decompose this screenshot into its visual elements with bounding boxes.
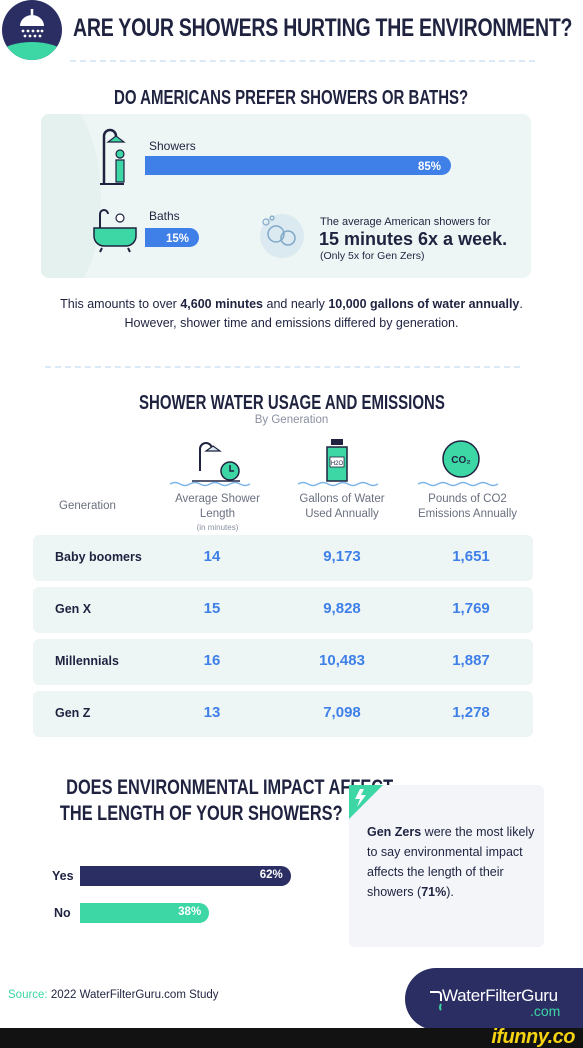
shower-length-column-header: Average Shower Length (in minutes) bbox=[175, 493, 260, 532]
length-cell: 16 bbox=[203, 652, 221, 669]
stat-note: (Only 5x for Gen Zers) bbox=[320, 250, 425, 262]
length-cell: 15 bbox=[203, 600, 221, 617]
bar-baths bbox=[145, 228, 199, 247]
section3-title: DOES ENVIRONMENTAL IMPACT AFFECT THE LEN… bbox=[59, 776, 394, 825]
summary-paragraph: This amounts to over 4,600 minutes and n… bbox=[60, 297, 523, 330]
length-cell: 14 bbox=[203, 548, 221, 565]
soap-bubbles-icon bbox=[260, 214, 304, 258]
bar-yes: 62% bbox=[80, 866, 291, 886]
co2-cloud-icon: CO₂ bbox=[442, 440, 480, 478]
section2-subtitle: By Generation bbox=[254, 414, 329, 426]
divider bbox=[45, 366, 520, 368]
bar-no: 38% bbox=[80, 903, 210, 923]
bar-category-label: Yes bbox=[52, 869, 74, 883]
shower-person-icon bbox=[100, 128, 126, 185]
brand-badge bbox=[405, 968, 583, 1030]
brand-domain: .com bbox=[530, 1003, 561, 1019]
generation-cell: Millennials bbox=[55, 654, 119, 668]
showers-vs-baths-chart: 85% Showers 15% Baths bbox=[93, 128, 451, 258]
watermark: ifunny.co bbox=[491, 1026, 575, 1048]
gallons-column-header: Gallons of Water Used Annually bbox=[299, 493, 385, 520]
column-icons: H2O CO₂ bbox=[169, 439, 499, 487]
co2-column-header: Pounds of CO2 Emissions Annually bbox=[417, 493, 518, 520]
generation-cell: Gen X bbox=[55, 602, 92, 616]
gallons-cell: 10,483 bbox=[319, 652, 365, 669]
table-row: Gen Z 13 7,098 1,278 bbox=[33, 691, 533, 737]
generation-cell: Baby boomers bbox=[55, 550, 142, 564]
gallons-cell: 9,173 bbox=[323, 548, 361, 565]
bar-category-label: Showers bbox=[149, 139, 196, 153]
source-citation: Source: 2022 WaterFilterGuru.com Study bbox=[8, 989, 219, 1001]
gen-z-callout-text: Gen Zers were the most likely to say env… bbox=[367, 825, 535, 899]
section2-title: SHOWER WATER USAGE AND EMISSIONS bbox=[138, 392, 445, 414]
water-jug-icon: H2O bbox=[326, 439, 348, 482]
faucet-icon bbox=[430, 991, 442, 1011]
section1-title: DO AMERICANS PREFER SHOWERS OR BATHS? bbox=[114, 87, 469, 109]
brand-logo bbox=[2, 0, 62, 60]
table-row: Gen X 15 9,828 1,769 bbox=[33, 587, 533, 633]
generation-cell: Gen Z bbox=[55, 706, 91, 720]
bar-value-label: 85% bbox=[418, 161, 441, 173]
watermark-bar bbox=[0, 1028, 583, 1048]
bar-value-label: 15% bbox=[166, 233, 189, 245]
stat-line1: The average American showers for bbox=[320, 216, 491, 228]
gallons-cell: 9,828 bbox=[323, 600, 361, 617]
co2-cell: 1,651 bbox=[452, 548, 490, 565]
divider bbox=[70, 60, 535, 62]
length-cell: 13 bbox=[203, 704, 221, 721]
table-row: Millennials 16 10,483 1,887 bbox=[33, 639, 533, 685]
co2-cell: 1,887 bbox=[452, 652, 490, 669]
bathtub-icon bbox=[93, 209, 137, 253]
bar-value-label: 62% bbox=[259, 869, 283, 881]
bar-category-label: Baths bbox=[149, 209, 180, 223]
brand-name: WaterFilterGuru bbox=[442, 986, 558, 1005]
main-title: ARE YOUR SHOWERS HURTING THE ENVIRONMENT… bbox=[73, 14, 573, 42]
table-row: Baby boomers 14 9,173 1,651 bbox=[33, 535, 533, 581]
bar-value-label: 38% bbox=[178, 906, 202, 918]
header: ARE YOUR SHOWERS HURTING THE ENVIRONMENT… bbox=[0, 0, 583, 62]
stat-big: 15 minutes 6x a week. bbox=[319, 229, 508, 249]
co2-cell: 1,278 bbox=[452, 704, 490, 721]
gen-z-callout-card bbox=[349, 785, 544, 947]
timer-shower-icon bbox=[192, 442, 240, 482]
shower-head-icon bbox=[20, 9, 44, 38]
bar-showers bbox=[145, 156, 451, 175]
svg-text:CO₂: CO₂ bbox=[451, 455, 470, 466]
co2-cell: 1,769 bbox=[452, 600, 490, 617]
bar-category-label: No bbox=[54, 906, 71, 920]
generation-column-header: Generation bbox=[59, 500, 116, 512]
gallons-cell: 7,098 bbox=[323, 704, 361, 721]
svg-text:H2O: H2O bbox=[331, 461, 344, 467]
